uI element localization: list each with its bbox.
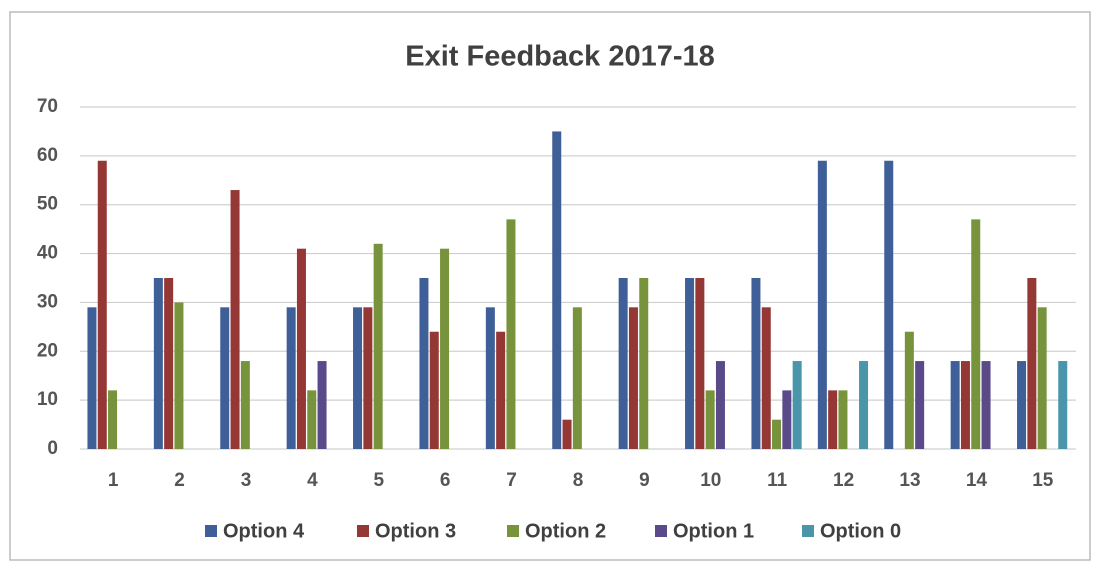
- bar: [1027, 278, 1037, 449]
- chart-title: Exit Feedback 2017-18: [405, 41, 715, 73]
- bar: [220, 307, 230, 449]
- x-tick-label: 10: [700, 470, 721, 491]
- bar: [782, 390, 792, 449]
- bar: [705, 390, 715, 449]
- legend-label: Option 4: [223, 520, 305, 542]
- x-tick-label: 12: [833, 470, 854, 491]
- x-tick-label: 13: [899, 470, 920, 491]
- bar: [97, 160, 107, 449]
- bar: [373, 243, 383, 449]
- bar: [838, 390, 848, 449]
- x-tick-label: 6: [440, 470, 451, 491]
- bar: [164, 278, 174, 449]
- legend-label: Option 2: [525, 520, 606, 542]
- y-tick-label: 20: [37, 340, 58, 361]
- bar: [572, 307, 582, 449]
- chart-frame: [9, 11, 1091, 561]
- x-tick-label: 9: [639, 470, 650, 491]
- bar: [904, 331, 914, 449]
- bar: [751, 278, 761, 449]
- x-tick-label: 1: [108, 470, 119, 491]
- bar: [1058, 361, 1068, 449]
- bar: [695, 278, 705, 449]
- legend-swatch: [655, 525, 667, 537]
- bar: [639, 278, 649, 449]
- bar: [419, 278, 429, 449]
- bar: [296, 248, 306, 449]
- x-tick-label: 7: [506, 470, 517, 491]
- y-tick-label: 50: [37, 194, 58, 215]
- bar: [108, 390, 118, 449]
- bar: [429, 331, 439, 449]
- bar: [363, 307, 373, 449]
- x-tick-label: 11: [767, 470, 788, 491]
- bar: [485, 307, 495, 449]
- y-tick-label: 30: [37, 291, 58, 312]
- bar: [174, 302, 184, 449]
- bar: [496, 331, 506, 449]
- bar: [440, 248, 450, 449]
- bar: [817, 160, 827, 449]
- y-tick-label: 10: [37, 389, 58, 410]
- bar: [153, 278, 163, 449]
- bar: [506, 219, 516, 449]
- bar: [286, 307, 296, 449]
- bar: [915, 361, 925, 449]
- x-tick-label: 8: [573, 470, 584, 491]
- bar: [971, 219, 981, 449]
- bar: [884, 160, 894, 449]
- legend-swatch: [802, 525, 814, 537]
- bar: [685, 278, 695, 449]
- x-tick-label: 14: [966, 470, 988, 491]
- y-tick-label: 0: [47, 438, 58, 459]
- x-tick-label: 4: [307, 470, 318, 491]
- legend-swatch: [205, 525, 217, 537]
- bar: [230, 190, 240, 450]
- bar: [1037, 307, 1047, 449]
- legend-swatch: [357, 525, 369, 537]
- bar: [960, 361, 970, 449]
- legend-swatch: [507, 525, 519, 537]
- bar: [618, 278, 628, 449]
- bar: [792, 361, 802, 449]
- bar: [353, 307, 363, 449]
- bar: [772, 419, 782, 449]
- bar: [87, 307, 97, 449]
- bar: [761, 307, 771, 449]
- x-tick-label: 3: [241, 470, 252, 491]
- bar: [628, 307, 638, 449]
- bar: [317, 361, 327, 449]
- bar: [307, 390, 317, 449]
- legend-label: Option 0: [820, 520, 901, 542]
- bar: [715, 361, 725, 449]
- legend-label: Option 3: [375, 520, 456, 542]
- bar: [552, 131, 562, 449]
- y-tick-label: 40: [37, 243, 58, 264]
- bar: [859, 361, 869, 449]
- bar: [828, 390, 838, 449]
- bar: [1017, 361, 1027, 449]
- x-tick-label: 15: [1032, 470, 1054, 491]
- legend-label: Option 1: [673, 520, 754, 542]
- bar: [240, 361, 250, 449]
- x-tick-label: 5: [374, 470, 385, 491]
- y-tick-label: 70: [37, 96, 58, 117]
- y-tick-label: 60: [37, 145, 58, 166]
- bar: [981, 361, 991, 449]
- x-tick-label: 2: [174, 470, 185, 491]
- bar: [562, 419, 572, 449]
- bar: [950, 361, 960, 449]
